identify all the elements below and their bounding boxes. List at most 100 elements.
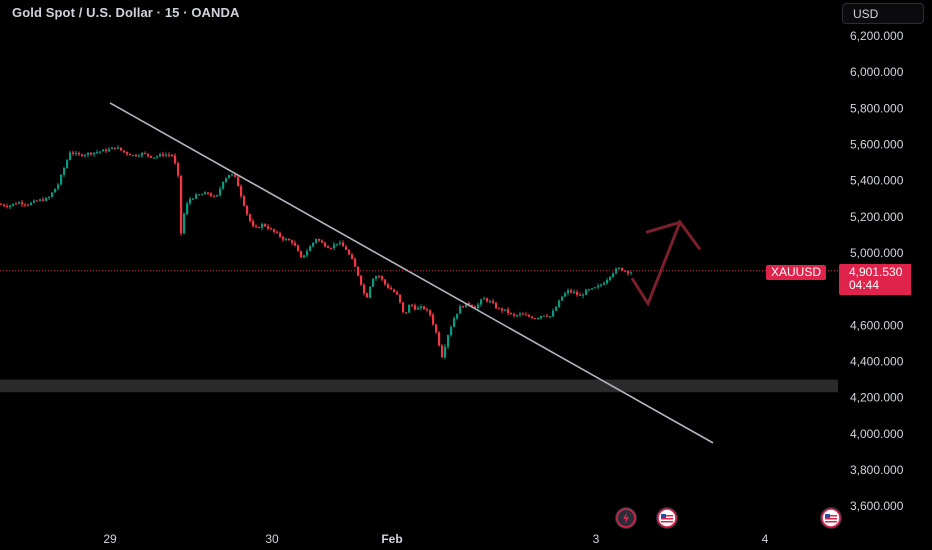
candle-body <box>462 306 465 308</box>
candle <box>120 147 123 152</box>
projection-arrow-layer[interactable] <box>630 219 702 307</box>
candle <box>390 285 393 290</box>
candle <box>0 202 3 206</box>
candle-body <box>219 188 222 196</box>
candle <box>453 316 456 328</box>
time-axis[interactable]: 29 30 Feb 3 4 <box>103 532 768 546</box>
candle-body <box>192 198 195 200</box>
candle <box>303 255 306 259</box>
candle-body <box>201 194 204 196</box>
candle-body <box>69 152 72 161</box>
currency-selector[interactable]: USD <box>842 3 924 24</box>
candle-body <box>300 251 303 258</box>
candle <box>21 199 24 207</box>
candle <box>342 240 345 247</box>
candle <box>54 188 57 193</box>
lightning-event-icon[interactable] <box>615 507 637 529</box>
candle <box>405 312 408 314</box>
candle <box>123 150 126 154</box>
candle-body <box>480 299 483 305</box>
candle <box>267 223 270 231</box>
candle-body <box>120 147 123 151</box>
candle-body <box>537 318 540 320</box>
candle <box>300 250 303 258</box>
candle-body <box>576 292 579 295</box>
candle <box>570 288 573 294</box>
candle-body <box>288 238 291 241</box>
last-price-value: 4,901.530 <box>849 265 903 279</box>
candle-body <box>111 147 114 150</box>
candle-body <box>243 196 246 206</box>
candle-body <box>276 231 279 233</box>
candle-body <box>384 279 387 285</box>
candle-body <box>360 275 363 285</box>
candle <box>546 314 549 318</box>
candle <box>324 241 327 248</box>
candle-body <box>513 313 516 316</box>
us-flag-event-icon-right[interactable] <box>820 507 842 529</box>
candle-body <box>450 326 453 336</box>
candle <box>429 309 432 317</box>
candle <box>501 307 504 314</box>
candle-body <box>72 152 75 154</box>
candle-body <box>222 181 225 189</box>
candle-body <box>291 240 294 243</box>
candle <box>129 153 132 156</box>
candle <box>576 289 579 297</box>
candle <box>99 151 102 155</box>
candle-body <box>198 194 201 196</box>
candle <box>336 243 339 247</box>
candle <box>318 238 321 243</box>
candle <box>612 272 615 278</box>
price-axis[interactable]: 6,200.000 6,000.000 5,800.000 5,600.000 5,40… <box>850 29 904 513</box>
candle <box>93 152 96 157</box>
candle-body <box>501 308 504 311</box>
candle-body <box>615 268 618 274</box>
candle-body <box>381 276 384 280</box>
candle-body <box>612 273 615 277</box>
candle <box>234 174 237 178</box>
candle-body <box>105 149 108 152</box>
candle-body <box>27 204 30 206</box>
candle <box>24 203 27 208</box>
candle-body <box>342 242 345 247</box>
candle-body <box>468 303 471 305</box>
candle-body <box>516 315 519 317</box>
candle <box>378 274 381 279</box>
candle-body <box>129 153 132 156</box>
candle <box>66 158 69 169</box>
candle <box>210 191 213 197</box>
candle <box>96 149 99 155</box>
candle-body <box>210 193 213 197</box>
candle-body <box>213 196 216 198</box>
symbol-title[interactable]: Gold Spot / U.S. Dollar · 15 · OANDA <box>12 5 240 20</box>
candle <box>3 203 6 208</box>
candle <box>108 146 111 152</box>
candle <box>354 257 357 267</box>
candle <box>141 152 144 159</box>
candle-body <box>498 308 501 310</box>
candle-body <box>582 294 585 296</box>
candle-body <box>345 246 348 250</box>
candle <box>159 152 162 158</box>
candle <box>420 304 423 311</box>
candle-body <box>81 154 84 157</box>
projection-arrow <box>630 219 702 307</box>
candle-body <box>336 243 339 245</box>
candle <box>48 195 51 200</box>
candle-body <box>564 293 567 297</box>
price-tick-label: 3,600.000 <box>850 499 904 513</box>
candle <box>132 154 135 157</box>
candle <box>42 197 45 202</box>
candle-body <box>93 152 96 155</box>
price-tick-label: 4,000.000 <box>850 427 904 441</box>
trendline-layer[interactable] <box>109 102 714 444</box>
candle-body <box>63 168 66 175</box>
candle <box>426 307 429 313</box>
candle-body <box>402 302 405 313</box>
candle <box>507 307 510 316</box>
candle-body <box>108 149 111 152</box>
candle <box>312 242 315 248</box>
us-flag-event-icon[interactable] <box>656 507 678 529</box>
